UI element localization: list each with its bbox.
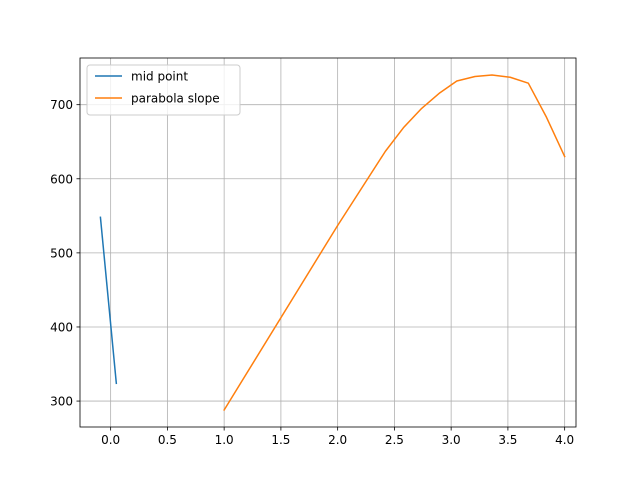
legend-label: mid point: [131, 70, 188, 84]
x-tick-label: 2.5: [385, 433, 404, 447]
series-line-mid-point: [99, 216, 118, 385]
y-tick-label: 600: [50, 172, 73, 186]
x-axis: 0.0 0.5 1.0 1.5 2.0 2.5 3.0 3.5 4.0: [101, 427, 574, 447]
plot-area: [99, 74, 566, 411]
x-tick-label: 0.5: [158, 433, 177, 447]
x-tick-label: 1.5: [271, 433, 290, 447]
x-tick-label: 4.0: [555, 433, 574, 447]
x-tick-label: 3.0: [442, 433, 461, 447]
legend-label: parabola slope: [131, 92, 220, 106]
x-tick-label: 2.0: [328, 433, 347, 447]
x-tick-label: 0.0: [101, 433, 120, 447]
legend: mid point parabola slope: [86, 64, 241, 116]
axes-frame: [79, 57, 577, 428]
y-tick-label: 400: [50, 320, 73, 334]
x-tick-label: 1.0: [215, 433, 234, 447]
legend-box: [86, 64, 241, 116]
y-axis: 300 400 500 600 700: [50, 98, 80, 409]
y-tick-label: 300: [50, 395, 73, 409]
grid: [80, 58, 576, 427]
y-tick-label: 700: [50, 98, 73, 112]
x-tick-label: 3.5: [498, 433, 517, 447]
y-tick-label: 500: [50, 246, 73, 260]
series-line-parabola-slope: [223, 74, 566, 411]
